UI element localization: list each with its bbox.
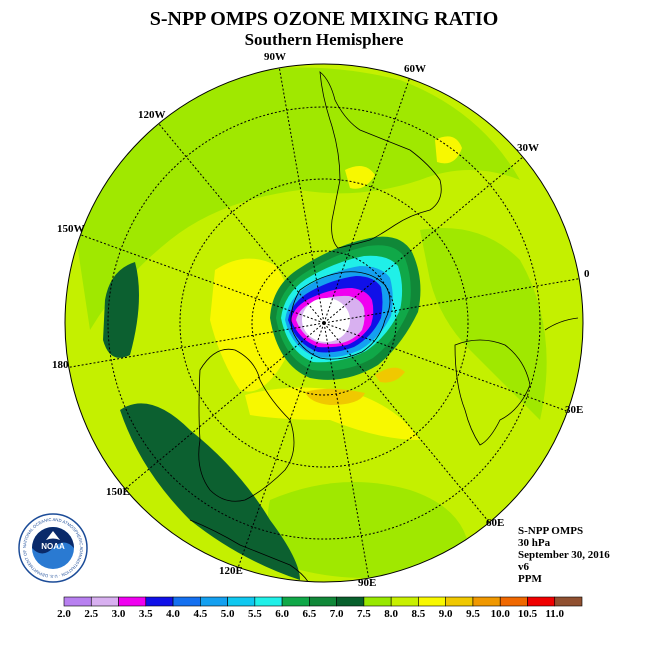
colorbar-label: 8.0: [384, 608, 398, 620]
band-7-5-upper-left: [75, 67, 520, 330]
band-7-5-right: [420, 228, 547, 420]
colorbar-label: 2.0: [57, 608, 71, 620]
lon-label-90e: 90E: [358, 577, 377, 589]
lon-label-120e: 120E: [219, 565, 243, 577]
colorbar-label: 11.0: [545, 608, 564, 620]
colorbar-swatch: [445, 596, 474, 607]
colorbar-label: 10.0: [491, 608, 511, 620]
noaa-logo: NATIONAL OCEANIC AND ATMOSPHERIC ADMINIS…: [18, 513, 88, 583]
colorbar-swatch: [336, 596, 365, 607]
colorbar-swatch: [499, 596, 528, 607]
colorbar-swatch: [281, 596, 310, 607]
band-8-0-south: [245, 387, 420, 440]
colorbar-label: 6.0: [275, 608, 289, 620]
info-level: 30 hPa: [518, 537, 551, 549]
map-border: [64, 63, 584, 583]
ozone-field: [65, 64, 583, 582]
colorbar-label: 5.5: [248, 608, 262, 620]
band-7-5-bottom: [268, 482, 470, 578]
band-8-5-south: [305, 388, 365, 405]
map-title: S-NPP OMPS OZONE MIXING RATIO: [149, 8, 499, 30]
colorbar-label: 9.5: [466, 608, 480, 620]
lon-label-90w: 90W: [264, 51, 286, 63]
lon-label-60w: 60W: [404, 63, 426, 75]
info-version: v6: [518, 561, 529, 573]
colorbar-swatch: [145, 596, 174, 607]
band-8-0-patagonia: [345, 166, 375, 189]
colorbar-label: 4.5: [193, 608, 207, 620]
colorbar-swatch: [172, 596, 201, 607]
colorbar-swatch: [390, 596, 419, 607]
colorbar-swatch: [254, 596, 283, 607]
colorbar-label: 10.5: [518, 608, 538, 620]
lon-label-30e: 30E: [565, 404, 584, 416]
colorbar-swatch: [363, 596, 392, 607]
band-8-0-left: [210, 258, 293, 392]
band-7-0-bottom-left: [120, 403, 300, 580]
coastlines: [189, 71, 579, 582]
colorbar-label: 9.0: [439, 608, 453, 620]
colorbar-label: 6.5: [302, 608, 316, 620]
colorbar-swatch: [472, 596, 501, 607]
colorbar-swatch: [90, 596, 119, 607]
lon-label-30w: 30W: [517, 142, 539, 154]
map-subtitle: Southern Hemisphere: [244, 30, 404, 49]
colorbar: 2.0 2.5 3.0 3.5 4.0 4.5 5.0 5.5 6.0 6.5 7.0 7.5 8.0 8…: [57, 596, 583, 620]
lon-label-0: 0: [584, 268, 590, 280]
colorbar-swatch: [527, 596, 556, 607]
colorbar-swatch: [309, 596, 337, 607]
map-info: S-NPP OMPS 30 hPa September 30, 2016 v6 …: [518, 525, 610, 585]
info-date: September 30, 2016: [518, 549, 610, 561]
colorbar-swatch: [200, 596, 228, 607]
colorbar-label: 4.0: [166, 608, 180, 620]
colorbar-label: 7.5: [357, 608, 371, 620]
graticule: [65, 65, 583, 581]
lon-label-120w: 120W: [138, 109, 166, 121]
colorbar-swatch: [118, 596, 147, 607]
colorbar-swatch: [418, 596, 446, 607]
lon-label-150w: 150W: [57, 223, 85, 235]
band-8-5-east: [375, 367, 405, 383]
colorbar-label: 2.5: [84, 608, 98, 620]
noaa-logo-text: NOAA: [41, 542, 65, 551]
colorbar-label: 7.0: [330, 608, 344, 620]
colorbar-label: 5.0: [221, 608, 235, 620]
info-instrument: S-NPP OMPS: [518, 525, 584, 537]
colorbar-swatch: [227, 596, 256, 607]
lon-label-150e: 150E: [106, 486, 130, 498]
band-8-0-upper: [435, 136, 462, 164]
lon-label-60e: 60E: [486, 517, 505, 529]
band-7-0-left: [103, 262, 139, 358]
lon-label-180: 180: [52, 359, 69, 371]
colorbar-label: 3.5: [139, 608, 153, 620]
colorbar-label: 8.5: [412, 608, 426, 620]
colorbar-label: 3.0: [112, 608, 126, 620]
colorbar-swatch: [554, 596, 583, 607]
info-units: PPM: [518, 573, 542, 585]
colorbar-swatch: [63, 596, 92, 607]
